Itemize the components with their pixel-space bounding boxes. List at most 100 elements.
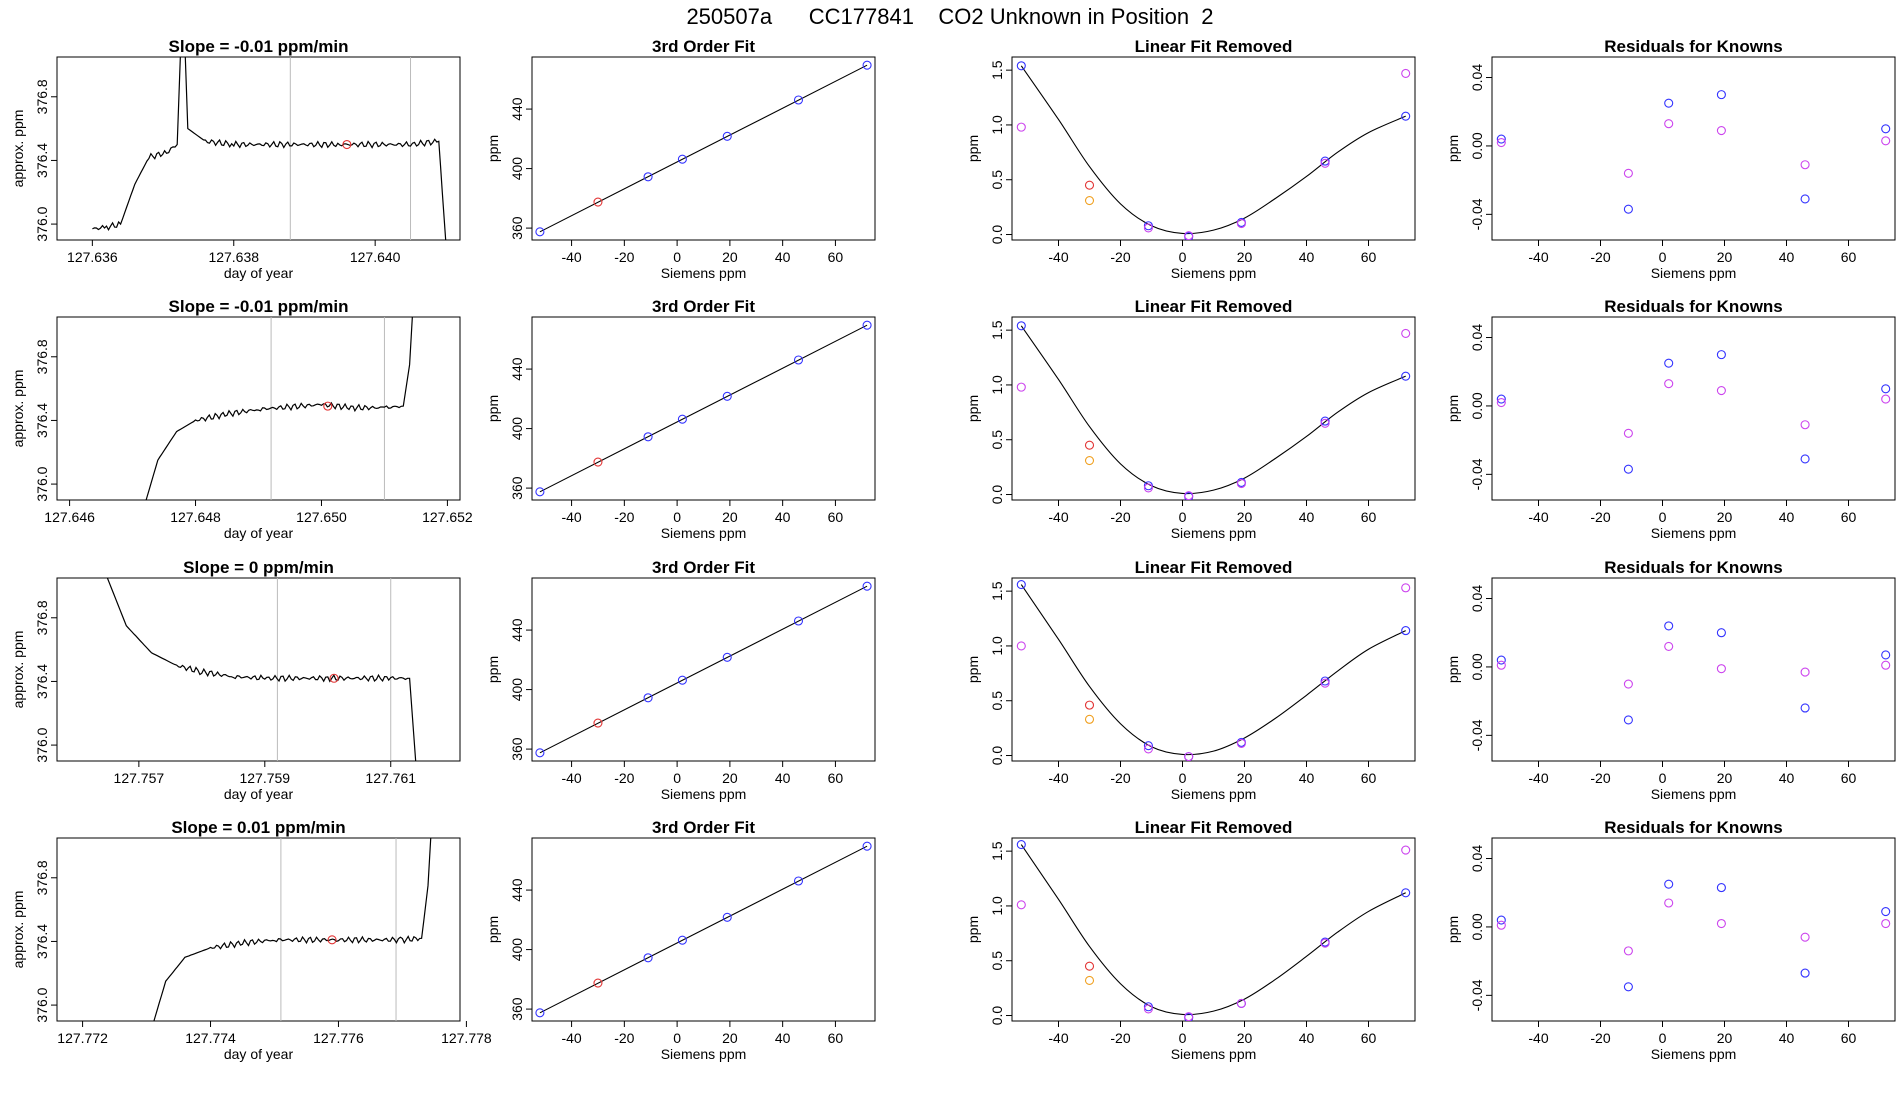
x-tick-label: 40 — [1299, 1030, 1315, 1046]
data-point — [1084, 975, 1095, 986]
data-point — [1401, 626, 1411, 636]
x-tick-label: -20 — [1110, 1030, 1130, 1046]
chart-title: 3rd Order Fit — [652, 818, 755, 837]
y-tick-label: 0.00 — [1469, 653, 1485, 680]
data-point — [1716, 883, 1726, 893]
panel-fit-row4: 3rd Order Fit -40 -20 0 20 40 60 360 400 440 Sieme… — [485, 818, 876, 1062]
y-tick-label: 360 — [509, 476, 525, 500]
x-tick-label: 40 — [1299, 509, 1315, 525]
plot-frame — [1011, 56, 1416, 241]
y-tick-label: 0.04 — [1469, 845, 1485, 872]
y-tick-label: 360 — [509, 216, 525, 240]
data-point — [1716, 125, 1726, 136]
x-tick-label: 20 — [722, 770, 738, 786]
chart-title: Residuals for Knowns — [1604, 297, 1783, 316]
x-tick-label: -20 — [614, 1030, 634, 1046]
data-point — [1716, 664, 1726, 674]
data-point — [1320, 938, 1330, 948]
y-tick-label: 0.04 — [1469, 585, 1485, 612]
data-point — [1800, 454, 1810, 464]
x-tick-label: 60 — [828, 509, 844, 525]
y-tick-label: 1.5 — [989, 320, 1005, 340]
data-point — [1143, 221, 1153, 231]
panel-linear-row3: Linear Fit Removed -40 -20 0 20 40 60 0.0 0.5 1.0… — [965, 558, 1416, 802]
data-point — [1236, 738, 1246, 749]
panel-residual-row3: Residuals for Knowns -40 -20 0 20 40 60 -0.04 0.… — [1445, 558, 1896, 802]
panel-residual-row1: Residuals for Knowns -40 -20 0 20 40 60 -0.04 0.… — [1445, 37, 1896, 281]
y-tick-label: 0.00 — [1469, 132, 1485, 159]
data-point — [1496, 394, 1506, 404]
x-tick-label: 127.778 — [441, 1030, 492, 1046]
data-point — [793, 95, 804, 105]
y-axis-label: ppm — [485, 916, 501, 943]
x-tick-label: 127.636 — [67, 249, 118, 265]
y-axis-label: ppm — [485, 135, 501, 162]
fit-line — [539, 845, 868, 1014]
y-tick-label: 376.8 — [34, 600, 50, 635]
data-point — [722, 652, 732, 662]
data-point — [677, 154, 687, 164]
data-point — [1184, 1012, 1194, 1021]
y-tick-label: 440 — [509, 878, 525, 902]
timeseries-line — [92, 57, 447, 240]
x-tick-label: 127.646 — [44, 509, 95, 525]
timeseries-line — [106, 578, 417, 761]
y-tick-label: 0.0 — [989, 746, 1005, 766]
x-axis-label: Siemens ppm — [661, 786, 747, 802]
y-tick-label: 1.5 — [989, 60, 1005, 80]
data-point — [1401, 845, 1411, 855]
chart-title: 3rd Order Fit — [652, 558, 755, 577]
plot-frame — [531, 837, 876, 1022]
data-point — [1084, 961, 1095, 971]
data-point — [1881, 136, 1891, 146]
data-point — [1496, 915, 1506, 925]
plot-frame — [1491, 56, 1896, 241]
y-tick-label: 1.0 — [989, 636, 1005, 656]
y-tick-label: 376.8 — [34, 339, 50, 374]
x-tick-label: 40 — [775, 249, 791, 265]
x-tick-label: 60 — [828, 1030, 844, 1046]
plot-frame — [1491, 316, 1896, 501]
data-point — [677, 675, 687, 685]
data-point — [593, 718, 603, 728]
x-tick-label: -40 — [561, 249, 581, 265]
data-point — [722, 391, 732, 401]
x-tick-label: -40 — [561, 770, 581, 786]
x-tick-label: 40 — [1779, 1030, 1795, 1046]
chart-title: 3rd Order Fit — [652, 37, 755, 56]
y-axis-label: ppm — [965, 656, 981, 683]
plot-area — [92, 57, 447, 240]
data-point — [1800, 160, 1810, 170]
data-point — [1084, 714, 1095, 724]
plot-area — [145, 317, 413, 500]
y-tick-label: 376.8 — [34, 860, 50, 895]
plot-frame — [56, 837, 461, 1022]
x-tick-label: 127.640 — [350, 249, 401, 265]
x-tick-label: 60 — [828, 770, 844, 786]
data-point — [1143, 223, 1153, 233]
x-axis-label: day of year — [224, 1046, 294, 1062]
data-point — [1800, 420, 1810, 430]
x-tick-label: 0 — [673, 770, 681, 786]
data-point — [1623, 204, 1633, 214]
fit-line — [539, 64, 868, 233]
y-tick-label: 376.8 — [34, 79, 50, 114]
x-tick-label: -40 — [1048, 1030, 1068, 1046]
x-tick-label: 40 — [775, 770, 791, 786]
plot-area — [1496, 879, 1891, 992]
data-point — [1401, 328, 1411, 338]
y-tick-label: -0.04 — [1469, 719, 1485, 751]
x-axis-label: Siemens ppm — [1171, 265, 1257, 281]
x-tick-label: -20 — [1590, 509, 1610, 525]
plot-area — [153, 838, 432, 1021]
y-axis-label: approx. ppm — [10, 110, 26, 188]
plot-frame — [1011, 316, 1416, 501]
plot-area — [1016, 321, 1411, 500]
data-point — [1320, 678, 1330, 688]
data-point — [1623, 168, 1633, 178]
y-tick-label: 440 — [509, 618, 525, 642]
data-point — [1143, 741, 1153, 751]
data-point — [862, 320, 872, 330]
plot-area — [535, 841, 872, 1018]
y-tick-label: 0.5 — [989, 430, 1005, 450]
